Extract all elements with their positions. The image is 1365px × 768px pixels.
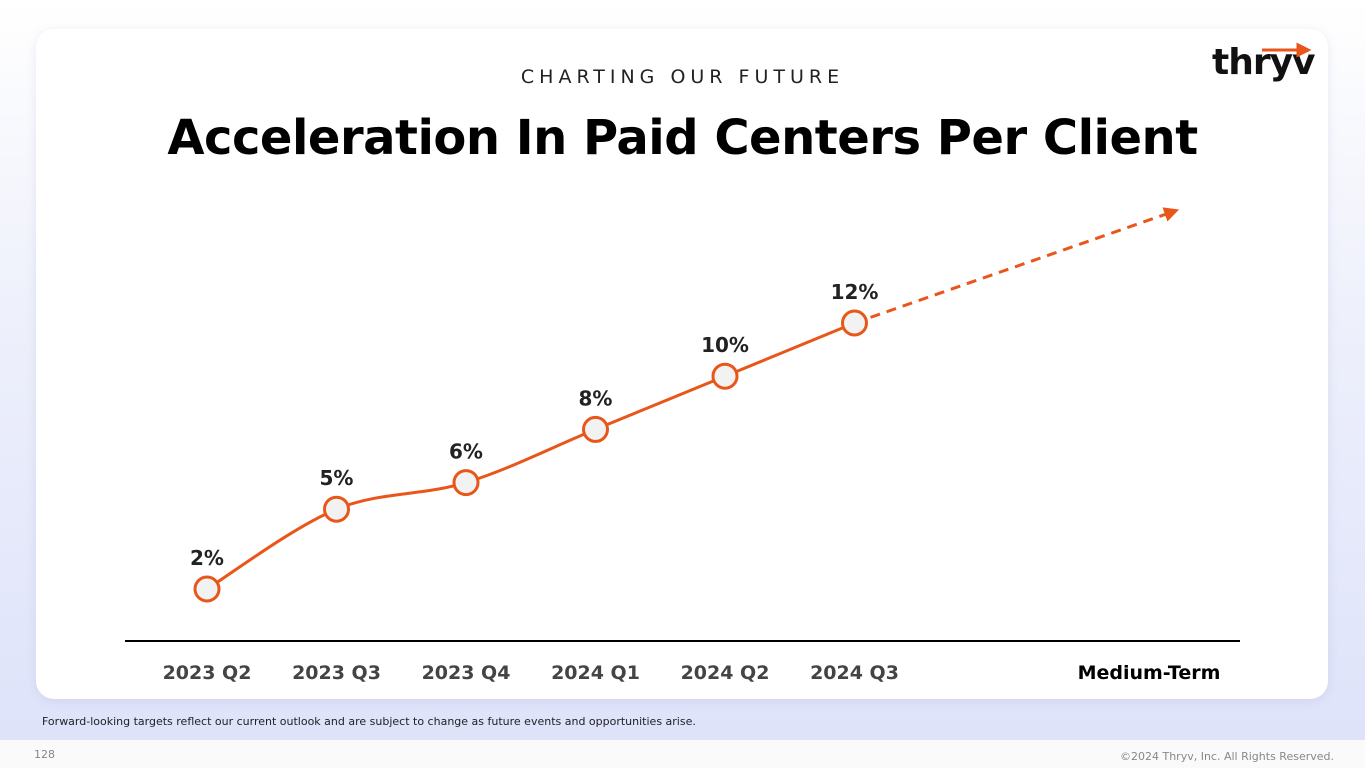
data-label: 8% <box>579 386 613 410</box>
copyright: ©2024 Thryv, Inc. All Rights Reserved. <box>1120 750 1334 763</box>
x-tick-label: 2023 Q4 <box>422 662 511 684</box>
point <box>193 575 221 603</box>
kicker: CHARTING OUR FUTURE <box>520 66 845 88</box>
point <box>582 415 609 443</box>
card <box>36 29 1328 699</box>
point <box>841 309 868 337</box>
line <box>206 321 856 591</box>
title: Acceleration In Paid Centers Per Client <box>167 110 1198 166</box>
x-tick-label: 2024 Q3 <box>810 662 899 684</box>
projection-arrow <box>854 207 1180 325</box>
data-label: 2% <box>190 546 224 570</box>
point <box>711 362 739 390</box>
x-tick-label: Medium-Term <box>1078 662 1221 684</box>
point <box>323 495 350 523</box>
x-tick-label: 2023 Q2 <box>163 662 252 684</box>
x-tick-label: 2024 Q1 <box>551 662 640 684</box>
data-label: 12% <box>831 280 879 304</box>
data-label: 10% <box>701 333 749 357</box>
x-tick-label: 2023 Q3 <box>292 662 381 684</box>
data-label: 5% <box>320 466 354 490</box>
footer-bar <box>0 740 1365 768</box>
x-tick-label: 2024 Q2 <box>681 662 770 684</box>
data-label: 6% <box>449 440 483 464</box>
page-number: 128 <box>34 748 55 761</box>
point <box>452 469 480 497</box>
footnote: Forward-looking targets reflect our curr… <box>42 715 696 728</box>
